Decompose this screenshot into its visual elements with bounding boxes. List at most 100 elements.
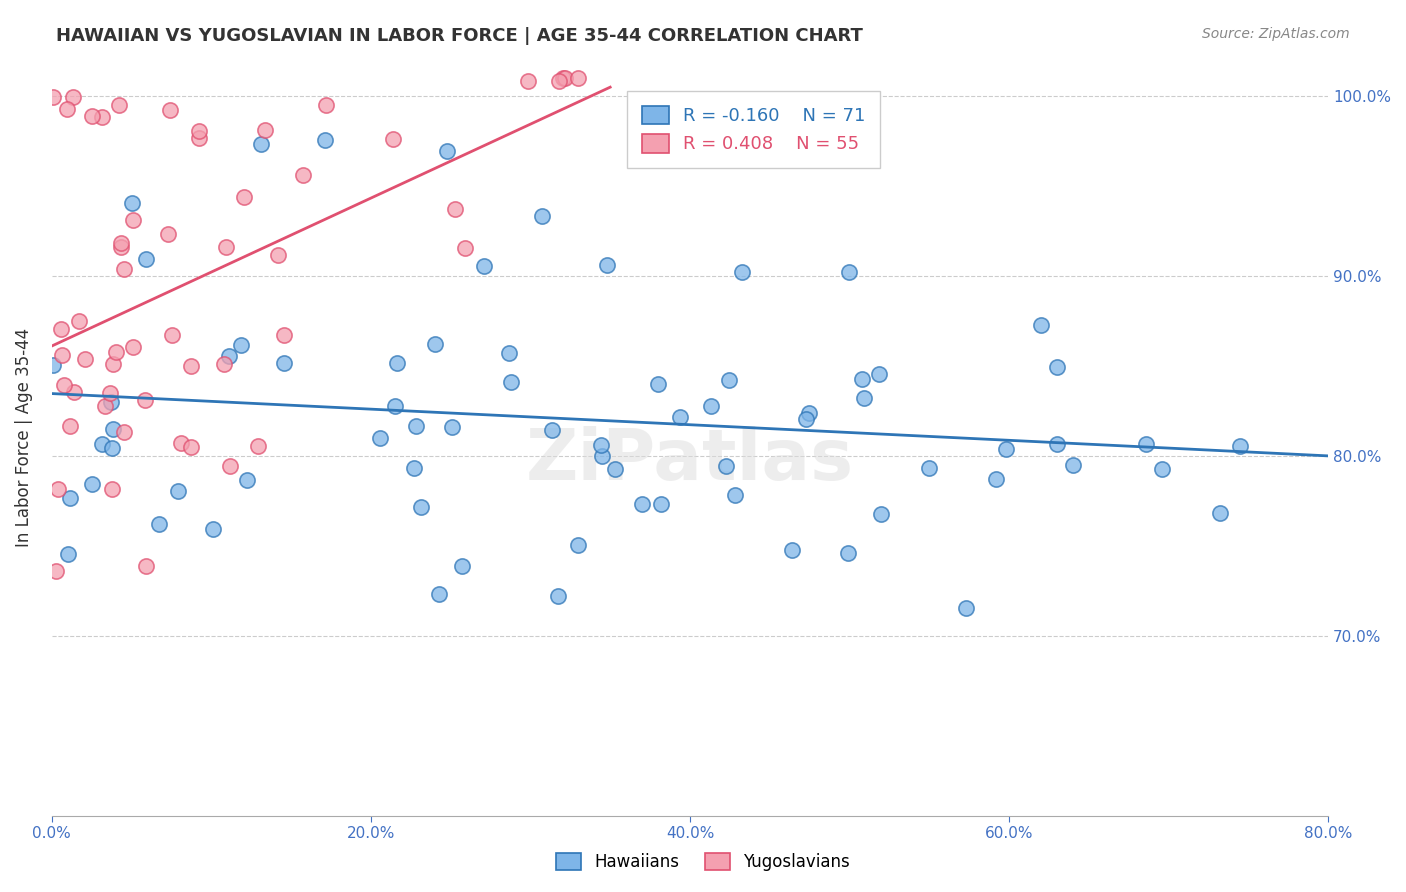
Point [56, 547, 79, 561]
Point [229, 338, 252, 352]
Point [451, 559, 474, 574]
Point [108, 98, 131, 112]
Point [423, 336, 446, 351]
Point [516, 74, 538, 88]
Point [955, 601, 977, 615]
Point [103, 422, 125, 436]
Point [67, 314, 90, 328]
Point [591, 449, 613, 463]
Point [254, 123, 277, 137]
Point [212, 357, 235, 371]
Point [444, 202, 467, 216]
Point [51, 348, 73, 362]
Point [731, 265, 754, 279]
Point [59, 419, 82, 434]
Point [218, 350, 240, 364]
Point [247, 439, 270, 453]
Point [794, 412, 817, 426]
Point [110, 240, 132, 254]
Point [135, 558, 157, 573]
Point [101, 441, 124, 455]
Point [382, 132, 405, 146]
Point [273, 356, 295, 370]
Point [80, 477, 103, 491]
Point [851, 372, 873, 386]
Point [98, 386, 121, 401]
Point [162, 328, 184, 343]
Point [42, 90, 65, 104]
Point [148, 516, 170, 531]
Point [868, 367, 890, 381]
Point [1062, 458, 1084, 472]
Point [202, 522, 225, 536]
Point [187, 130, 209, 145]
Point [62, 89, 84, 103]
Point [42, 359, 65, 373]
Point [1229, 439, 1251, 453]
Point [159, 103, 181, 118]
Point [724, 488, 747, 502]
Point [567, 538, 589, 552]
Point [121, 213, 143, 227]
Point [631, 498, 654, 512]
Point [235, 473, 257, 487]
Point [385, 356, 408, 370]
Point [567, 70, 589, 85]
Point [799, 406, 821, 420]
Point [436, 144, 458, 158]
Point [603, 462, 626, 476]
Point [49, 322, 72, 336]
Point [59, 491, 82, 505]
Point [80, 109, 103, 123]
Point [547, 73, 569, 87]
Point [591, 438, 613, 452]
Point [837, 546, 859, 560]
Point [314, 133, 336, 147]
Point [100, 395, 122, 409]
Point [1046, 436, 1069, 450]
Point [498, 346, 520, 360]
Point [700, 400, 723, 414]
Point [454, 242, 477, 256]
Legend: Hawaiians, Yugoslavians: Hawaiians, Yugoslavians [548, 845, 858, 880]
Point [180, 359, 202, 373]
Point [110, 235, 132, 250]
Point [101, 482, 124, 496]
Point [405, 419, 427, 434]
Point [167, 484, 190, 499]
Point [838, 265, 860, 279]
Point [472, 259, 495, 273]
Point [135, 252, 157, 267]
Y-axis label: In Labor Force | Age 35-44: In Labor Force | Age 35-44 [15, 328, 32, 548]
Point [250, 136, 273, 151]
Point [554, 70, 576, 85]
Point [499, 375, 522, 389]
Point [995, 442, 1018, 456]
Point [541, 423, 564, 437]
Point [112, 261, 135, 276]
Point [650, 497, 672, 511]
Point [91, 437, 114, 451]
Text: HAWAIIAN VS YUGOSLAVIAN IN LABOR FORCE | AGE 35-44 CORRELATION CHART: HAWAIIAN VS YUGOSLAVIAN IN LABOR FORCE |… [56, 27, 863, 45]
Point [180, 440, 202, 454]
Point [46, 482, 69, 496]
Point [94, 399, 117, 413]
Point [215, 240, 238, 254]
Point [384, 399, 406, 413]
Legend: R = -0.160    N = 71, R = 0.408    N = 55: R = -0.160 N = 71, R = 0.408 N = 55 [627, 91, 880, 168]
Point [1150, 462, 1173, 476]
Point [45, 564, 67, 578]
Point [1209, 506, 1232, 520]
Point [157, 227, 180, 242]
Point [553, 70, 575, 85]
Point [121, 195, 143, 210]
Point [984, 472, 1007, 486]
Point [716, 459, 738, 474]
Point [402, 460, 425, 475]
Point [56, 103, 79, 117]
Text: ZiPatlas: ZiPatlas [526, 426, 853, 495]
Point [188, 124, 211, 138]
Point [918, 461, 941, 475]
Point [852, 391, 875, 405]
Point [233, 190, 256, 204]
